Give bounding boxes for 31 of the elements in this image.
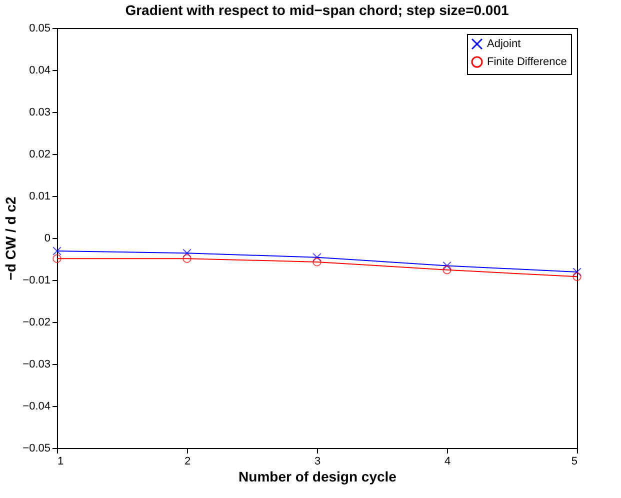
point [52,254,62,263]
point [312,258,322,266]
x-tick-label: 4 [444,456,451,468]
point [442,266,452,274]
legend-label: Finite Difference [487,56,567,68]
point [442,261,452,270]
point [182,254,192,263]
y-tick-label: 0.05 [29,22,50,34]
point [52,246,62,256]
y-tick-label: 0.01 [29,190,50,202]
y-tick-label: 0.02 [29,148,50,160]
y-tick-label: −0.03 [22,358,50,370]
y-tick-label: −0.05 [22,442,50,454]
x-axis-title: Number of design cycle [238,468,397,484]
point [312,252,322,262]
x-tick-label: 2 [184,456,191,468]
chart-title: Gradient with respect to mid−span chord; step size=0.001 [125,2,509,18]
y-tick-label: −0.02 [22,316,50,328]
x-tick-label: 1 [58,456,64,468]
y-tick-label: 0.03 [29,106,50,118]
point [572,272,582,282]
y-tick-label: −0.01 [22,274,50,286]
y-tick-label: −0.04 [22,400,50,412]
y-tick-label: 0 [44,232,50,244]
point [572,268,582,276]
x-tick-label: 3 [314,456,321,468]
legend-label: Adjoint [487,38,521,50]
y-axis-title: −d CW / d c2 [2,196,19,280]
x-tick-label: 5 [571,456,578,468]
point [182,248,192,258]
y-tick-label: 0.04 [29,64,50,76]
